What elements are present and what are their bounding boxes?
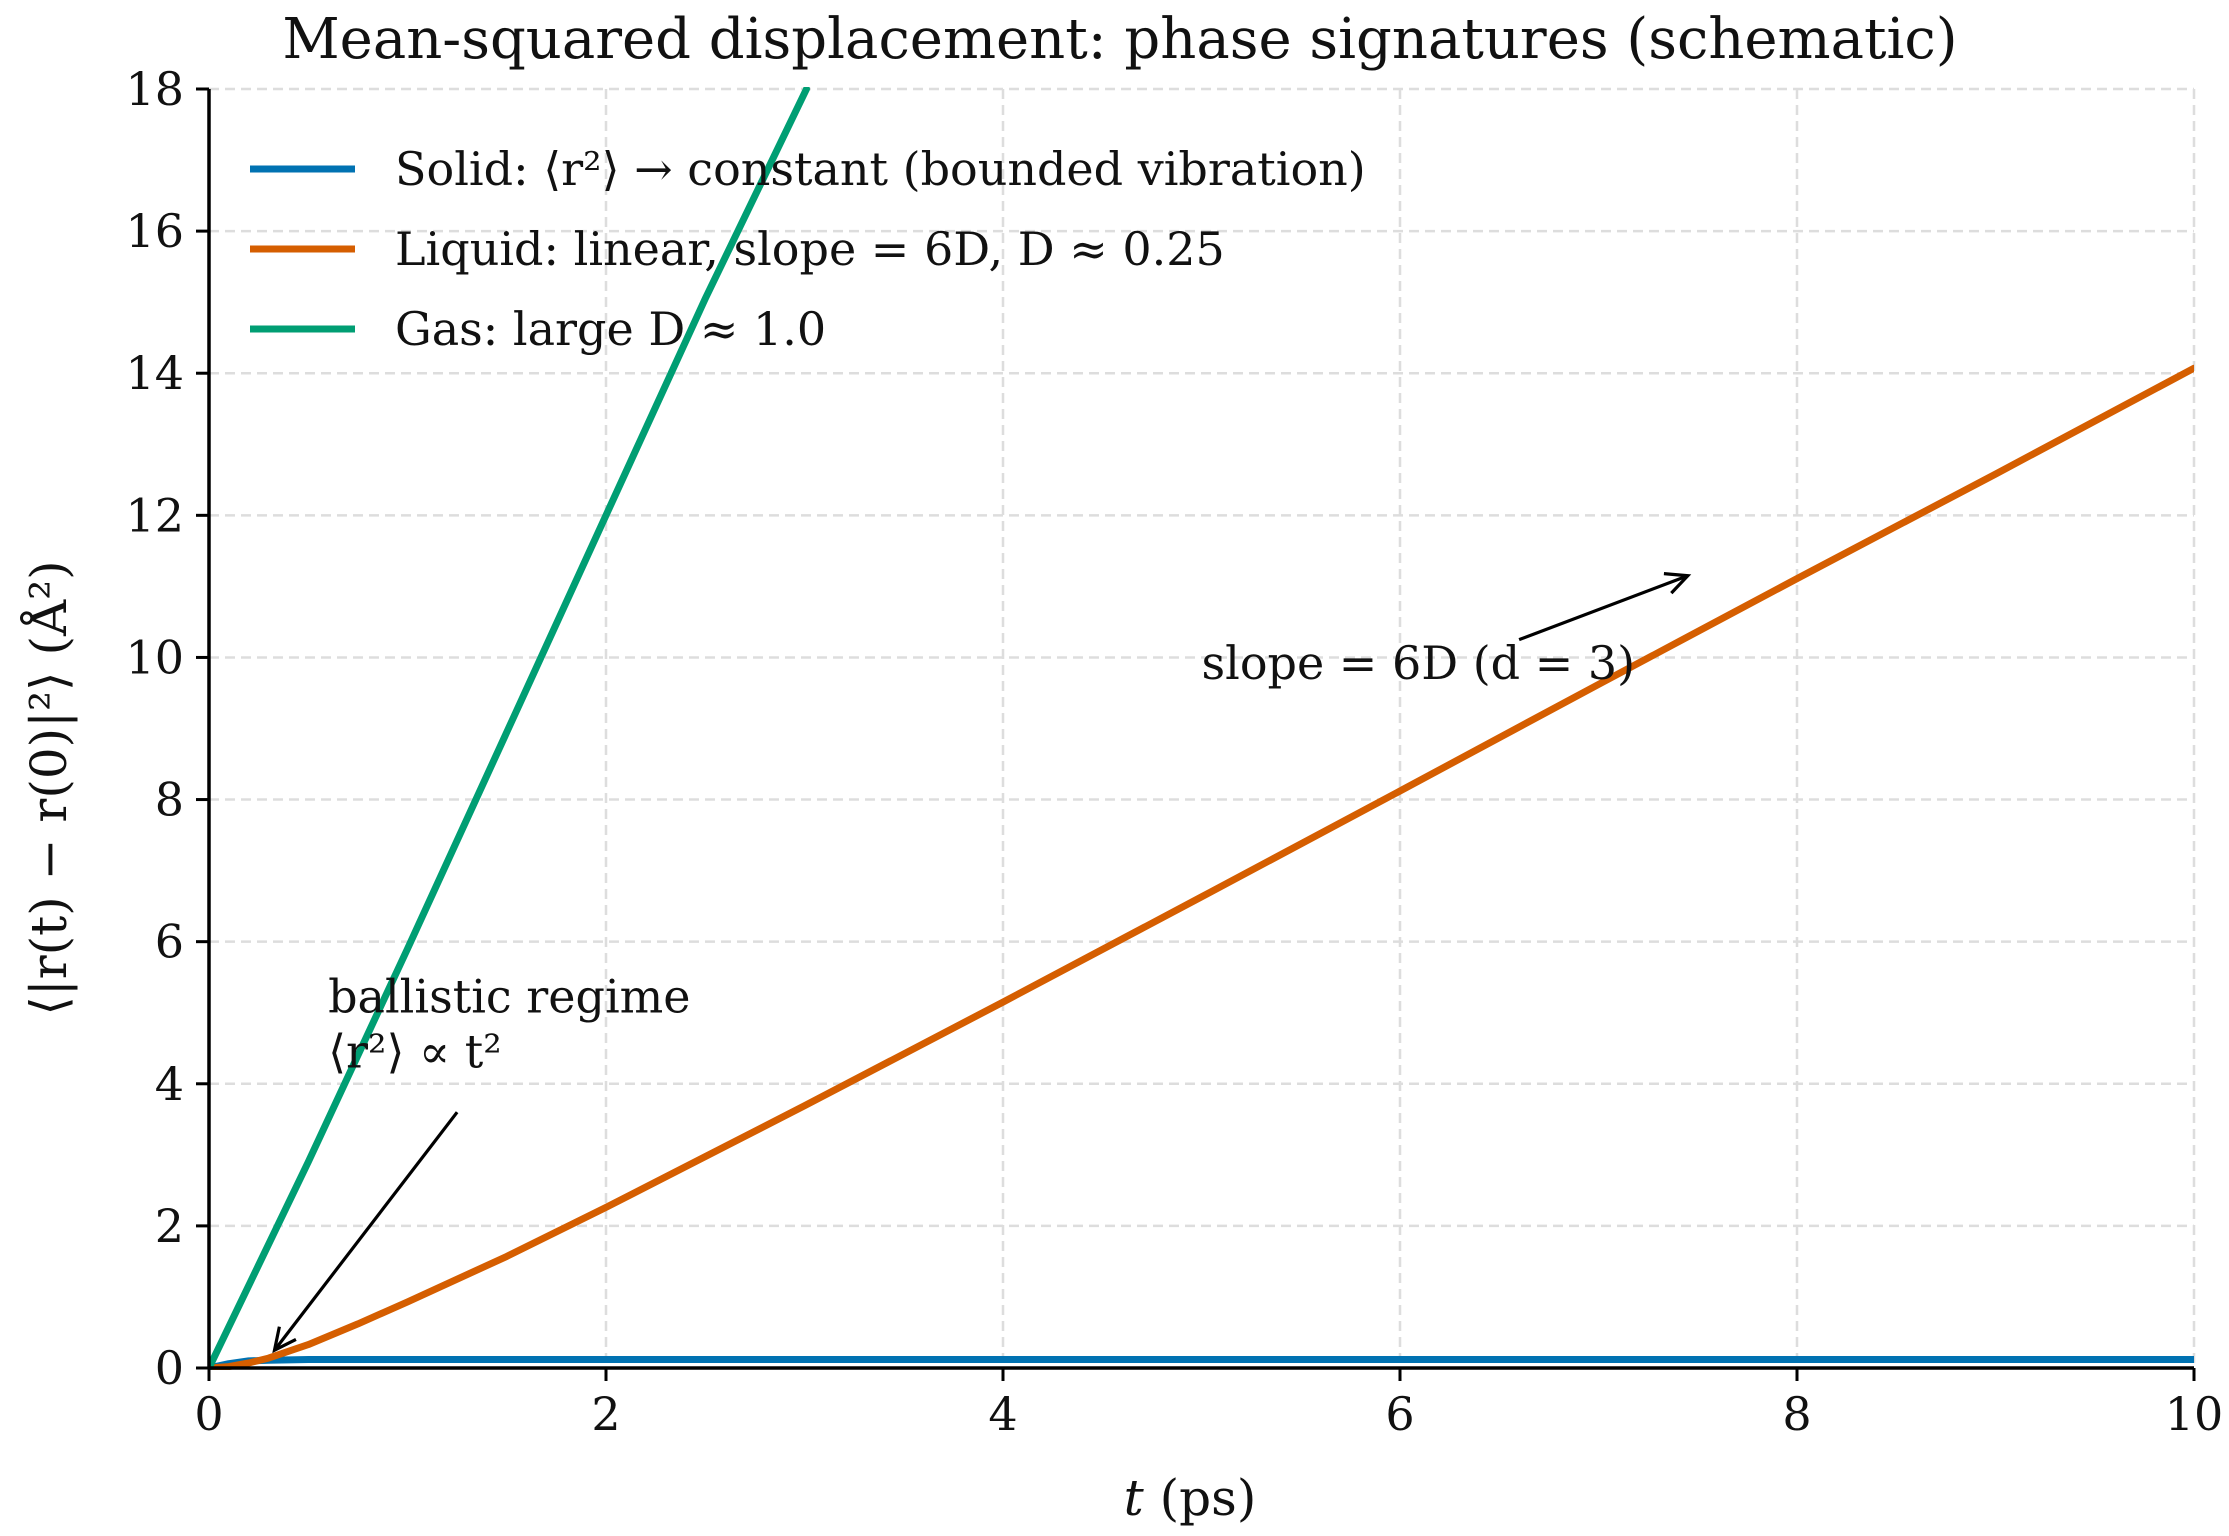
series-line-gas	[209, 87, 810, 1370]
legend-label-liquid: Liquid: linear, slope = 6D, D ≈ 0.25	[395, 222, 1225, 276]
y-tick-label: 12	[125, 488, 184, 542]
x-tick-label: 6	[1385, 1387, 1414, 1441]
annotation-arrowhead	[1663, 572, 1692, 595]
annotation-text: ⟨r²⟩ ∝ t²	[328, 1025, 502, 1079]
x-axis-label: t (ps)	[1124, 1469, 1257, 1527]
legend-label-gas: Gas: large D ≈ 1.0	[395, 302, 826, 356]
annotation-layer: slope = 6D (d = 3) ballistic regime⟨r²⟩ ∝…	[272, 572, 1692, 1354]
annotation-text: ballistic regime	[328, 970, 690, 1024]
annotation-arrow	[273, 1111, 459, 1352]
series-layer	[209, 87, 2194, 1370]
x-tick-label: 0	[194, 1387, 223, 1441]
x-tick-label: 4	[988, 1387, 1017, 1441]
x-tick-label: 10	[2165, 1387, 2224, 1441]
annotation-text: slope = 6D (d = 3)	[1202, 636, 1636, 690]
y-tick-label: 0	[155, 1341, 184, 1395]
x-tick-label: 8	[1782, 1387, 1811, 1441]
y-tick-label: 10	[125, 630, 184, 684]
y-tick-label: 8	[155, 773, 184, 827]
x-tick-label: 2	[591, 1387, 620, 1441]
x-axis-label-unit: (ps)	[1144, 1469, 1257, 1527]
y-tick-label: 14	[125, 346, 184, 400]
chart-title: Mean-squared displacement: phase signatu…	[282, 7, 1957, 72]
y-tick-label: 18	[125, 62, 184, 116]
y-tick-label: 4	[155, 1057, 184, 1111]
x-axis-label-var: t	[1124, 1469, 1145, 1527]
axes-layer	[207, 89, 2194, 1370]
legend-label-solid: Solid: ⟨r²⟩ → constant (bounded vibratio…	[395, 142, 1366, 196]
y-tick-label: 2	[155, 1199, 184, 1253]
ticks-layer: 0 2 4 6 8 10 0 2 4 6 8 10 12 14 16 18	[125, 62, 2223, 1441]
y-tick-label: 6	[155, 915, 184, 969]
y-axis-label: ⟨|r(t) − r(0)|²⟩ (Å²)	[19, 560, 78, 1015]
annotation-arrowhead	[272, 1326, 297, 1354]
grid-layer	[209, 87, 2196, 1368]
annotation-arrow	[1518, 574, 1689, 642]
series-line-liquid	[209, 364, 2194, 1370]
legend-layer: Solid: ⟨r²⟩ → constant (bounded vibratio…	[250, 142, 1366, 356]
y-tick-label: 16	[125, 204, 184, 258]
